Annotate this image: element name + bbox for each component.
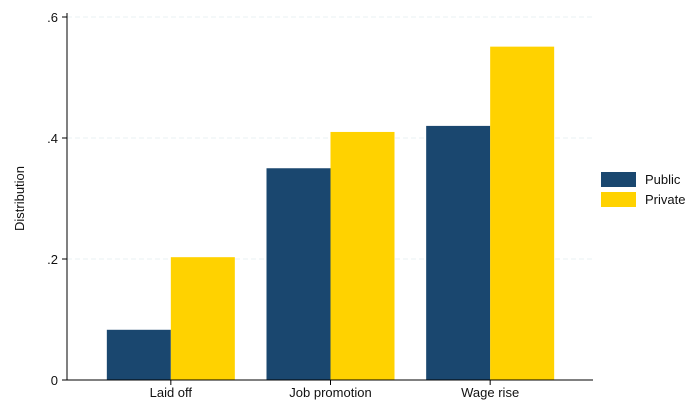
legend: Public Private	[601, 172, 685, 207]
bar-public-job-promotion	[266, 168, 331, 380]
bar-public-wage-rise	[426, 125, 491, 381]
bar-private-laid-off	[170, 257, 235, 380]
bar-public-laid-off	[106, 329, 171, 380]
x-tick-label: Wage rise	[461, 385, 519, 400]
y-tick-label: .6	[47, 10, 58, 25]
y-tick-label: 0	[51, 373, 58, 388]
legend-swatch-public	[601, 172, 636, 187]
legend-label-public: Public	[645, 172, 681, 187]
bar-private-job-promotion	[330, 131, 395, 380]
y-axis-title: Distribution	[12, 166, 27, 231]
y-tick-label: .2	[47, 252, 58, 267]
x-ticks: Laid off Job promotion Wage rise	[150, 380, 519, 400]
legend-swatch-private	[601, 192, 636, 207]
y-tick-label: .4	[47, 131, 58, 146]
bars	[106, 46, 555, 381]
bar-private-wage-rise	[490, 46, 555, 381]
y-ticks: 0 .2 .4 .6	[47, 10, 67, 388]
legend-label-private: Private	[645, 192, 685, 207]
x-tick-label: Laid off	[150, 385, 193, 400]
x-tick-label: Job promotion	[289, 385, 371, 400]
